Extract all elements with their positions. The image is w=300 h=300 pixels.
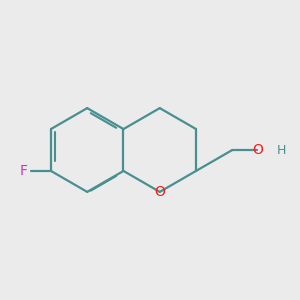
Text: F: F xyxy=(20,164,28,178)
Text: H: H xyxy=(276,143,286,157)
Text: O: O xyxy=(252,143,263,157)
Text: O: O xyxy=(154,185,165,199)
